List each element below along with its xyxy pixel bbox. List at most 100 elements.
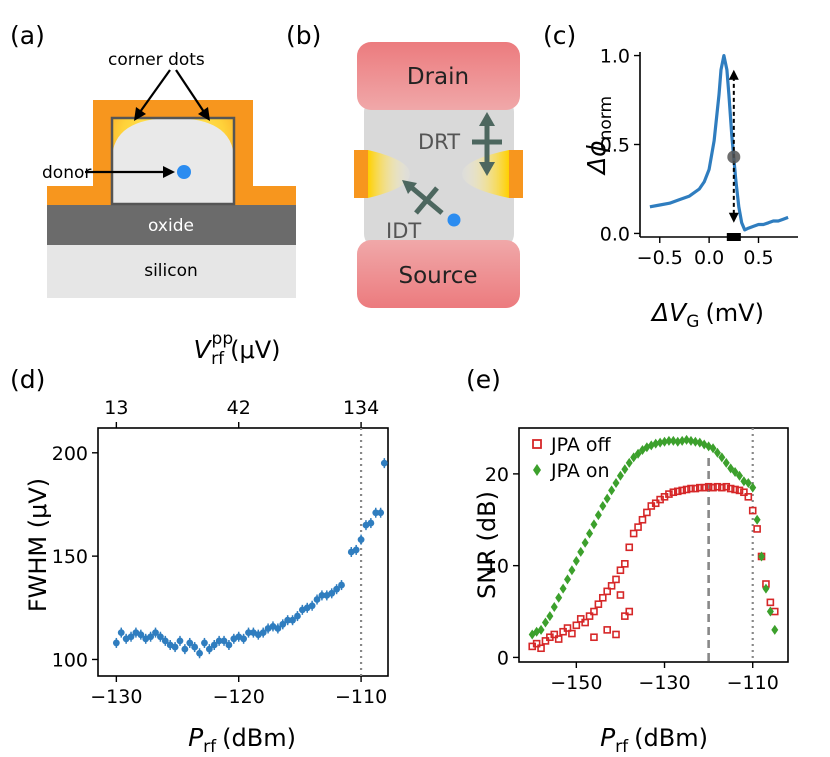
- d-data-point: [161, 637, 169, 645]
- e-point-jpa-off: [585, 612, 594, 620]
- d-1-xtick-label: −130: [90, 686, 142, 708]
- e-point-jpa-off: [581, 618, 589, 627]
- d-1-xtick-label: −110: [335, 686, 387, 708]
- e-point-jpa-on: [572, 556, 580, 567]
- e-point-jpa-on: [608, 485, 616, 496]
- d-ytick-label: 150: [52, 546, 88, 568]
- d-data-point: [284, 616, 292, 624]
- corner-dot-arrowhead-left: [134, 107, 146, 121]
- e-point-jpa-off: [554, 635, 563, 643]
- e-point-jpa-on: [687, 435, 695, 446]
- e-point-jpa-off: [625, 543, 634, 552]
- d-top-xlabel: Vpp rf (μV): [193, 329, 280, 369]
- e-point-jpa-on: [546, 611, 554, 622]
- d-data-point: [240, 635, 248, 643]
- d-xlabel: Prf (dBm): [188, 723, 296, 757]
- e-point-jpa-on: [652, 438, 660, 449]
- side-gate-left: [354, 150, 368, 198]
- e-point-jpa-on: [586, 528, 594, 539]
- e-point-jpa-off: [748, 506, 757, 515]
- corner-dot-right: [462, 150, 509, 198]
- channel-region: [364, 98, 514, 248]
- e-point-jpa-off: [590, 607, 598, 616]
- e-point-jpa-off: [638, 515, 647, 524]
- d-data-point: [357, 536, 365, 543]
- source-lead: [357, 240, 520, 308]
- e-point-jpa-on: [709, 443, 717, 454]
- corner-dot-arrowhead-right: [198, 107, 210, 121]
- e-legend-marker-jpa-on: [533, 464, 541, 476]
- donor-arrowhead: [163, 166, 175, 178]
- e-point-jpa-on: [621, 464, 629, 475]
- e-point-jpa-off: [607, 582, 616, 590]
- e-point-jpa-on: [665, 435, 673, 446]
- e-point-jpa-on: [718, 452, 726, 463]
- c-0-xtick-label: 0.0: [694, 247, 724, 269]
- c-operating-point: [727, 150, 741, 164]
- e-point-jpa-off: [722, 482, 731, 491]
- panel-b-label: (b): [286, 21, 321, 50]
- panel-d: (d) −130 −120 −110 100 150 200 13 42 134 Vpp rf (μ…: [10, 329, 389, 757]
- drain-label: Drain: [407, 64, 469, 90]
- idt-crossbar: [414, 186, 439, 215]
- donor-dot: [177, 165, 191, 179]
- donor-label: donor: [42, 163, 91, 183]
- d-1-xtick-label: −120: [213, 686, 265, 708]
- d-data-point: [210, 641, 218, 649]
- plot-c: −0.5 0.0 0.5 0.0 0.5 1.0: [600, 46, 798, 269]
- e-point-jpa-off: [665, 490, 673, 498]
- e-ylabel: SNR (dB): [473, 491, 501, 599]
- d-data-point: [215, 637, 223, 645]
- side-gate-right: [509, 150, 523, 198]
- e-point-jpa-off: [696, 483, 704, 492]
- d-data-point: [294, 612, 301, 620]
- c-arrowhead-up: [728, 69, 739, 80]
- e-point-jpa-on: [758, 551, 766, 562]
- e-point-jpa-on: [603, 493, 611, 504]
- e-point-jpa-off: [616, 591, 625, 599]
- panel-c: (c) −0.5 0.0 0.5 0.0 0.5 1.0 Δϕnorm ΔVG (mV): [543, 21, 798, 332]
- e-point-jpa-off: [740, 488, 748, 497]
- plot-e: −150 −130 −110 0 10 20 JPA off JPA on: [485, 427, 789, 694]
- e-point-jpa-off: [726, 484, 735, 493]
- e-point-jpa-off: [713, 482, 722, 491]
- d-data-point: [176, 637, 184, 645]
- c-ytick-label: 0.5: [600, 135, 630, 157]
- d-data-point: [171, 643, 179, 651]
- e-point-jpa-on: [669, 435, 677, 446]
- c-series-line: [649, 54, 789, 232]
- e-ytick-label: 10: [485, 556, 509, 578]
- d-data-point: [157, 633, 164, 641]
- d-top-tick-label: 134: [343, 397, 379, 419]
- panel-c-label: (c): [543, 21, 576, 50]
- d-data-point: [380, 459, 388, 467]
- e-point-jpa-on: [555, 592, 563, 603]
- source-label: Source: [399, 263, 478, 289]
- e-point-jpa-off: [612, 630, 620, 639]
- e-point-jpa-off: [603, 626, 611, 634]
- e-point-jpa-off: [568, 629, 576, 638]
- e-point-jpa-off: [731, 485, 739, 494]
- d-data-point: [318, 592, 326, 599]
- e-point-jpa-off: [598, 593, 607, 602]
- e-point-jpa-on: [550, 601, 558, 612]
- d-data-point: [289, 616, 296, 624]
- d-data-point: [245, 629, 252, 636]
- e-ytick-label: 0: [497, 647, 509, 669]
- d-data-point: [152, 629, 159, 636]
- e-xlabel: Prf (dBm): [600, 723, 708, 757]
- e-point-jpa-off: [700, 483, 709, 492]
- d-data-point: [352, 546, 360, 554]
- e-point-jpa-on: [771, 624, 779, 635]
- e-point-jpa-on: [541, 617, 549, 628]
- d-data-point: [127, 633, 135, 641]
- e-point-jpa-off: [709, 483, 717, 492]
- d-data-point: [117, 629, 125, 636]
- e-point-jpa-off: [673, 487, 682, 496]
- c-gate-marker: [726, 233, 741, 241]
- d-data-point: [313, 596, 321, 603]
- e-2-xtick-label: −130: [638, 672, 690, 694]
- silicon-label: silicon: [144, 261, 198, 281]
- silicon-layer: [47, 244, 296, 298]
- e-point-jpa-on: [625, 457, 633, 468]
